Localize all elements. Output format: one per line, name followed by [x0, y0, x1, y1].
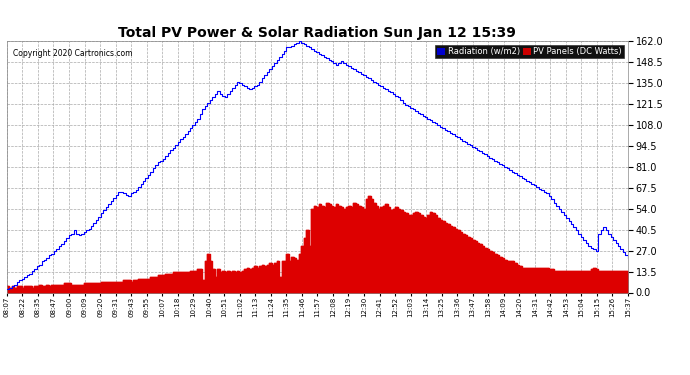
Title: Total PV Power & Solar Radiation Sun Jan 12 15:39: Total PV Power & Solar Radiation Sun Jan…: [119, 26, 516, 40]
Text: Copyright 2020 Cartronics.com: Copyright 2020 Cartronics.com: [13, 49, 132, 58]
Legend: Radiation (w/m2), PV Panels (DC Watts): Radiation (w/m2), PV Panels (DC Watts): [435, 45, 624, 58]
